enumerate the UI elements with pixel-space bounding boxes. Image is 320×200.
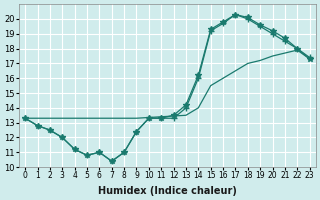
X-axis label: Humidex (Indice chaleur): Humidex (Indice chaleur): [98, 186, 237, 196]
